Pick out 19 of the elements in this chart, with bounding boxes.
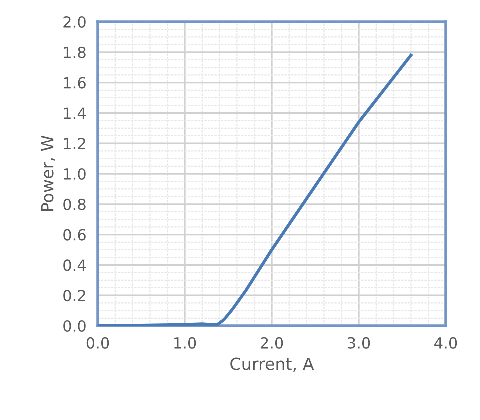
- y-tick-label: 2.0: [64, 16, 86, 28]
- x-axis-title: Current, A: [230, 358, 314, 372]
- y-tick-label: 1.4: [64, 108, 86, 120]
- y-tick-label: 0.8: [64, 198, 86, 210]
- y-tick-label: 0.0: [64, 320, 86, 332]
- y-tick-label: 1.6: [64, 77, 86, 89]
- x-tick-label: 3.0: [348, 337, 370, 349]
- line-series: [98, 54, 413, 326]
- y-tick-label: 1.8: [64, 46, 86, 58]
- x-tick-label: 4.0: [434, 337, 458, 349]
- y-tick-label: 1.0: [64, 168, 86, 180]
- y-axis-title: Power, W: [41, 136, 56, 212]
- x-tick-label: 0.0: [86, 337, 110, 349]
- y-tick-label: 0.6: [64, 229, 86, 241]
- y-tick-label: 0.2: [64, 290, 86, 302]
- y-tick-label: 0.4: [64, 260, 86, 272]
- y-tick-label: 1.2: [64, 138, 86, 150]
- x-tick-label: 2.0: [260, 337, 284, 349]
- x-tick-label: 1.0: [174, 337, 196, 349]
